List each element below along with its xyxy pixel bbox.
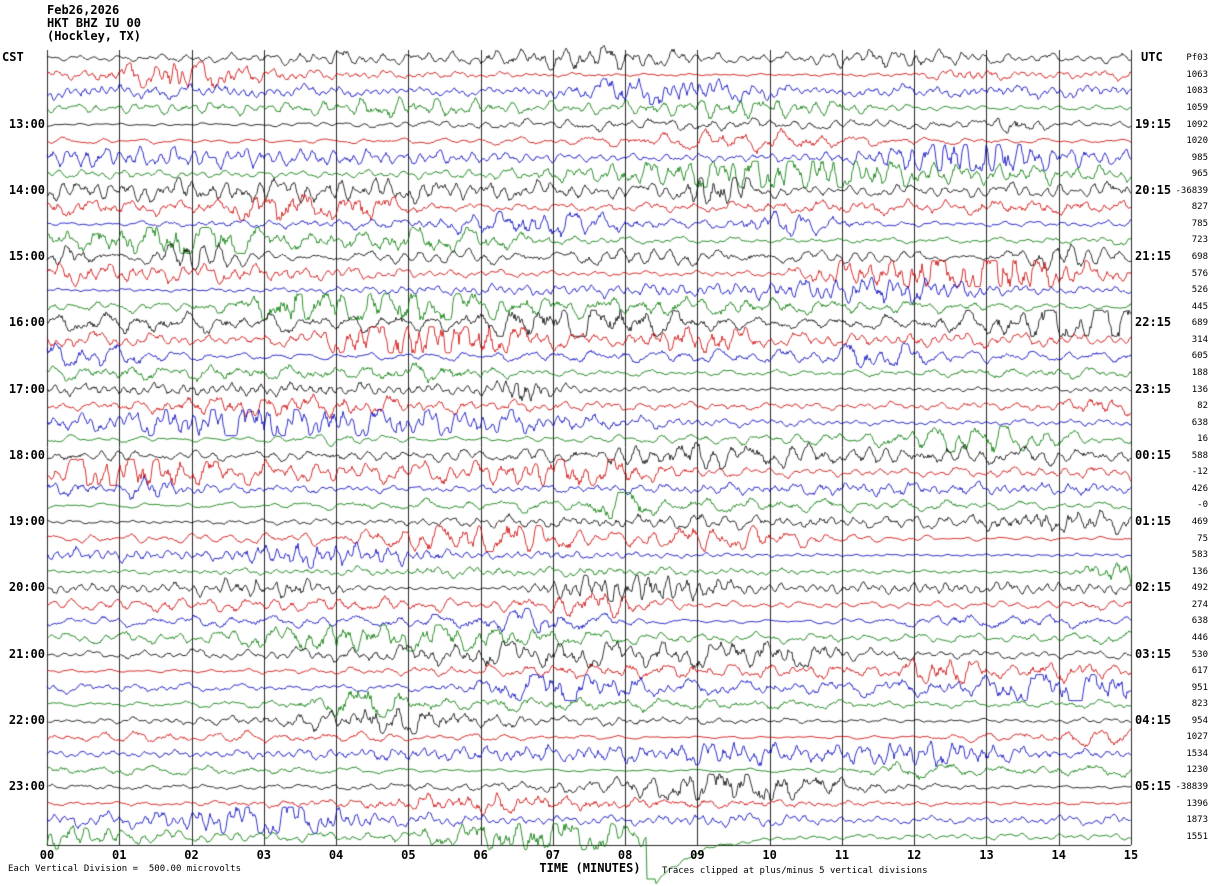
x-tick-label: 02 bbox=[184, 848, 199, 862]
x-tick-label: 00 bbox=[39, 848, 55, 862]
x-axis-title: TIME (MINUTES) bbox=[539, 861, 641, 875]
row-peak-value: -12 bbox=[1191, 467, 1208, 478]
row-peak-value: 469 bbox=[1191, 517, 1208, 528]
left-hour-label: 21:00 bbox=[8, 646, 45, 661]
row-peak-value: 1873 bbox=[1186, 815, 1208, 826]
row-peak-value: 823 bbox=[1191, 699, 1208, 710]
row-peak-value: Pf03 bbox=[1186, 53, 1208, 64]
row-peak-value: 1059 bbox=[1186, 102, 1208, 113]
row-peak-value: 1063 bbox=[1186, 69, 1208, 80]
header-location: (Hockley, TX) bbox=[47, 29, 141, 43]
x-tick-label: 14 bbox=[1051, 848, 1066, 862]
x-tick-label: 10 bbox=[762, 848, 777, 862]
right-timezone-label: UTC bbox=[1141, 50, 1163, 64]
row-peak-value: 445 bbox=[1191, 301, 1208, 312]
scale-note: Each Vertical Division = 500.00 microvol… bbox=[8, 864, 241, 874]
row-peak-value: 16 bbox=[1197, 434, 1208, 445]
left-hour-label: 23:00 bbox=[8, 779, 45, 794]
right-time-label: 22:15 bbox=[1135, 315, 1172, 330]
row-peak-value: 446 bbox=[1191, 632, 1208, 643]
row-peak-value: -38839 bbox=[1175, 782, 1208, 793]
row-peak-value: 1020 bbox=[1186, 136, 1208, 147]
right-time-label: 04:15 bbox=[1135, 712, 1172, 727]
x-tick-label: 06 bbox=[473, 848, 488, 862]
x-tick-label: 05 bbox=[401, 848, 416, 862]
right-time-label: 21:15 bbox=[1135, 249, 1172, 264]
x-tick-label: 13 bbox=[979, 848, 994, 862]
row-peak-value: 75 bbox=[1197, 533, 1208, 544]
x-tick-label: 03 bbox=[256, 848, 272, 862]
row-peak-value: 1551 bbox=[1186, 831, 1208, 842]
left-hour-label: 13:00 bbox=[8, 116, 45, 131]
x-tick-label: 09 bbox=[690, 848, 705, 862]
right-time-label: 00:15 bbox=[1135, 447, 1172, 462]
row-peak-value: 1230 bbox=[1186, 765, 1208, 776]
row-peak-value: 576 bbox=[1191, 268, 1208, 279]
row-peak-value: 617 bbox=[1191, 666, 1208, 677]
row-peak-value: 526 bbox=[1191, 285, 1208, 296]
row-peak-value: 136 bbox=[1191, 566, 1208, 577]
row-peak-value: -0 bbox=[1197, 500, 1208, 511]
right-time-label: 05:15 bbox=[1135, 779, 1172, 794]
row-peak-value: 82 bbox=[1197, 401, 1208, 412]
x-tick-label: 15 bbox=[1123, 848, 1139, 862]
x-tick-label: 01 bbox=[112, 848, 127, 862]
row-peak-value: 1534 bbox=[1186, 748, 1208, 759]
left-hour-label: 17:00 bbox=[8, 381, 45, 396]
row-peak-value: -36839 bbox=[1175, 185, 1208, 196]
row-peak-value: 188 bbox=[1191, 367, 1208, 378]
right-time-label: 19:15 bbox=[1135, 116, 1172, 131]
clip-note: Traces clipped at plus/minus 5 vertical … bbox=[662, 866, 928, 876]
row-peak-value: 605 bbox=[1191, 351, 1208, 362]
right-time-label: 02:15 bbox=[1135, 580, 1172, 595]
left-hour-label: 15:00 bbox=[8, 249, 45, 264]
row-peak-value: 314 bbox=[1191, 334, 1208, 345]
left-hour-label: 20:00 bbox=[8, 580, 45, 595]
row-peak-value: 689 bbox=[1191, 318, 1208, 329]
row-peak-value: 985 bbox=[1191, 152, 1208, 163]
left-hour-label: 18:00 bbox=[8, 447, 45, 462]
left-hour-label: 14:00 bbox=[8, 182, 45, 197]
left-hour-label: 22:00 bbox=[8, 712, 45, 727]
x-tick-label: 07 bbox=[545, 848, 561, 862]
right-time-label: 23:15 bbox=[1135, 381, 1172, 396]
row-peak-value: 965 bbox=[1191, 169, 1208, 180]
row-peak-value: 954 bbox=[1191, 715, 1208, 726]
row-peak-value: 588 bbox=[1191, 450, 1208, 461]
row-peak-value: 785 bbox=[1191, 218, 1208, 229]
row-peak-value: 698 bbox=[1191, 252, 1208, 263]
row-peak-value: 1083 bbox=[1186, 86, 1208, 97]
row-peak-value: 1027 bbox=[1186, 732, 1208, 743]
row-peak-value: 136 bbox=[1191, 384, 1208, 395]
left-timezone-label: CST bbox=[2, 50, 24, 64]
row-peak-value: 1092 bbox=[1186, 119, 1208, 130]
row-peak-value: 530 bbox=[1191, 649, 1208, 660]
x-tick-label: 08 bbox=[617, 848, 633, 862]
row-peak-value: 492 bbox=[1191, 583, 1208, 594]
left-hour-label: 16:00 bbox=[8, 315, 45, 330]
header-date: Feb26,2026 bbox=[47, 3, 120, 17]
row-peak-value: 426 bbox=[1191, 483, 1208, 494]
row-peak-value: 583 bbox=[1191, 550, 1208, 561]
row-peak-value: 723 bbox=[1191, 235, 1208, 246]
row-peak-value: 1396 bbox=[1186, 798, 1208, 809]
right-time-label: 20:15 bbox=[1135, 182, 1172, 197]
x-tick-label: 04 bbox=[328, 848, 344, 862]
right-time-label: 03:15 bbox=[1135, 646, 1172, 661]
row-peak-value: 827 bbox=[1191, 202, 1208, 213]
right-time-label: 01:15 bbox=[1135, 514, 1172, 529]
row-peak-value: 274 bbox=[1191, 599, 1208, 610]
left-hour-label: 19:00 bbox=[8, 514, 45, 529]
row-peak-value: 638 bbox=[1191, 616, 1208, 627]
x-tick-label: 12 bbox=[906, 848, 922, 862]
header-station: HKT BHZ IU 00 bbox=[47, 16, 141, 30]
row-peak-value: 638 bbox=[1191, 417, 1208, 428]
row-peak-value: 951 bbox=[1191, 682, 1208, 693]
x-tick-label: 11 bbox=[834, 848, 850, 862]
